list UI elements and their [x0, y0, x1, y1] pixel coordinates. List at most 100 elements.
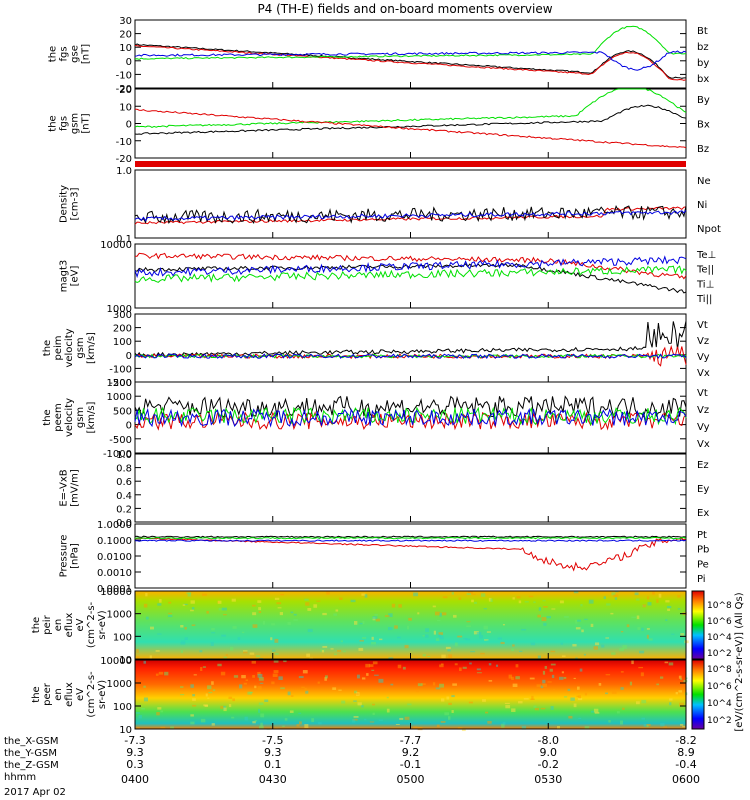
heatmap-cell: [521, 725, 527, 730]
heatmap-cell: [452, 683, 457, 686]
heatmap-cell: [202, 666, 206, 668]
heatmap-cell: [273, 660, 279, 663]
heatmap-cell: [361, 593, 366, 596]
y-label-line: eflux: [64, 613, 75, 638]
y-label-line: peim: [53, 335, 64, 360]
heatmap-cell: [181, 640, 186, 642]
y-tick-label: 0: [126, 351, 132, 362]
heatmap-cell: [223, 614, 227, 616]
y-tick-label: 1.0: [116, 450, 132, 461]
heatmap-cell: [515, 664, 519, 668]
heatmap-cell: [284, 718, 288, 721]
panel-frame: [134, 19, 687, 89]
heatmap-cell: [511, 676, 514, 681]
heatmap-cell: [451, 592, 454, 595]
legend-label: Ez: [697, 460, 709, 471]
heatmap-cell: [206, 610, 209, 614]
y-label-line: velocity: [64, 328, 75, 367]
heatmap-cell: [143, 685, 146, 688]
heatmap-cell: [364, 594, 368, 598]
heatmap-cell: [302, 670, 308, 674]
y-tick-label: 1000: [107, 304, 132, 315]
heatmap-cell: [249, 652, 255, 655]
y-tick-label: -500: [109, 435, 132, 446]
heatmap-cell: [228, 696, 233, 699]
x-tick-label: -0.1: [400, 758, 421, 771]
heatmap-cell: [563, 677, 567, 679]
x-tick-label: -0.2: [538, 758, 559, 771]
y-label-line: gsm: [70, 113, 81, 134]
heatmap-cell: [578, 717, 582, 720]
heatmap-cell: [160, 726, 166, 729]
ephemeris-bar: [135, 161, 686, 167]
heatmap-cell: [260, 713, 265, 718]
heatmap-cell: [634, 592, 639, 596]
series-line-Vy: [134, 406, 687, 426]
heatmap-cell: [157, 707, 162, 710]
heatmap-cell: [305, 690, 309, 694]
heatmap-cell: [357, 702, 362, 706]
heatmap-cell: [451, 695, 455, 698]
heatmap-cell: [155, 650, 160, 652]
heatmap-cell: [183, 603, 188, 605]
heatmap-cell: [439, 683, 445, 688]
legend-label: Pi: [697, 574, 706, 585]
heatmap-cell: [182, 604, 186, 606]
series-line-Te||: [134, 262, 687, 294]
heatmap-cell: [200, 667, 203, 671]
heatmap-cell: [304, 724, 309, 729]
heatmap-cell: [438, 632, 444, 635]
heatmap-cell: [515, 676, 520, 680]
heatmap-cell: [440, 721, 446, 723]
heatmap-cell: [149, 626, 154, 630]
heatmap-cell: [422, 654, 426, 657]
heatmap-cell: [394, 625, 398, 629]
y-tick-label: -10: [116, 137, 132, 148]
heatmap-cell: [611, 592, 616, 596]
heatmap-cell: [458, 597, 462, 601]
y-label-line: peer: [42, 682, 53, 706]
heatmap-cell: [271, 681, 275, 685]
heatmap-cell: [417, 612, 420, 615]
heatmap-cell: [252, 612, 257, 616]
heatmap-cell: [658, 593, 662, 598]
heatmap-cell: [563, 696, 568, 698]
series-line-Npot: [134, 209, 687, 222]
heatmap-cell: [584, 618, 588, 621]
y-label-line: fgs: [59, 116, 70, 131]
heatmap-cell: [680, 678, 683, 680]
heatmap-cell: [447, 649, 451, 652]
y-label-line: the: [31, 686, 42, 702]
heatmap-cell: [280, 594, 285, 596]
heatmap-cell: [218, 607, 223, 611]
heatmap-cell: [675, 691, 678, 695]
legend-label: Ne: [697, 176, 711, 187]
y-label-line: [cm-3]: [70, 187, 81, 220]
legend-label: Ti||: [696, 294, 712, 305]
heatmap-cell: [542, 600, 546, 602]
heatmap-cell: [543, 622, 547, 626]
heatmap-cell: [469, 662, 472, 665]
heatmap-cell: [298, 721, 302, 725]
heatmap-cell: [666, 605, 672, 609]
heatmap-cell: [504, 702, 510, 705]
heatmap-cell: [413, 726, 418, 729]
heatmap-cell: [258, 611, 262, 614]
heatmap-cell: [593, 708, 599, 713]
heatmap-cell: [293, 619, 298, 621]
heatmap-cell: [483, 625, 488, 630]
heatmap-cell: [488, 597, 492, 602]
heatmap-cell: [354, 621, 358, 625]
series-line-Vx: [134, 353, 687, 359]
panel-frame: [134, 523, 687, 589]
heatmap-cell: [524, 601, 529, 603]
heatmap-cell: [205, 693, 208, 697]
y-label-line: Density: [59, 185, 70, 223]
heatmap-cell: [668, 662, 674, 666]
heatmap-cell: [398, 604, 402, 608]
heatmap-cell: [463, 638, 468, 640]
panel-frame: [134, 313, 687, 383]
y-tick-label: 30: [119, 16, 132, 27]
heatmap-cell: [184, 637, 188, 640]
legend-label: Pt: [697, 530, 707, 541]
